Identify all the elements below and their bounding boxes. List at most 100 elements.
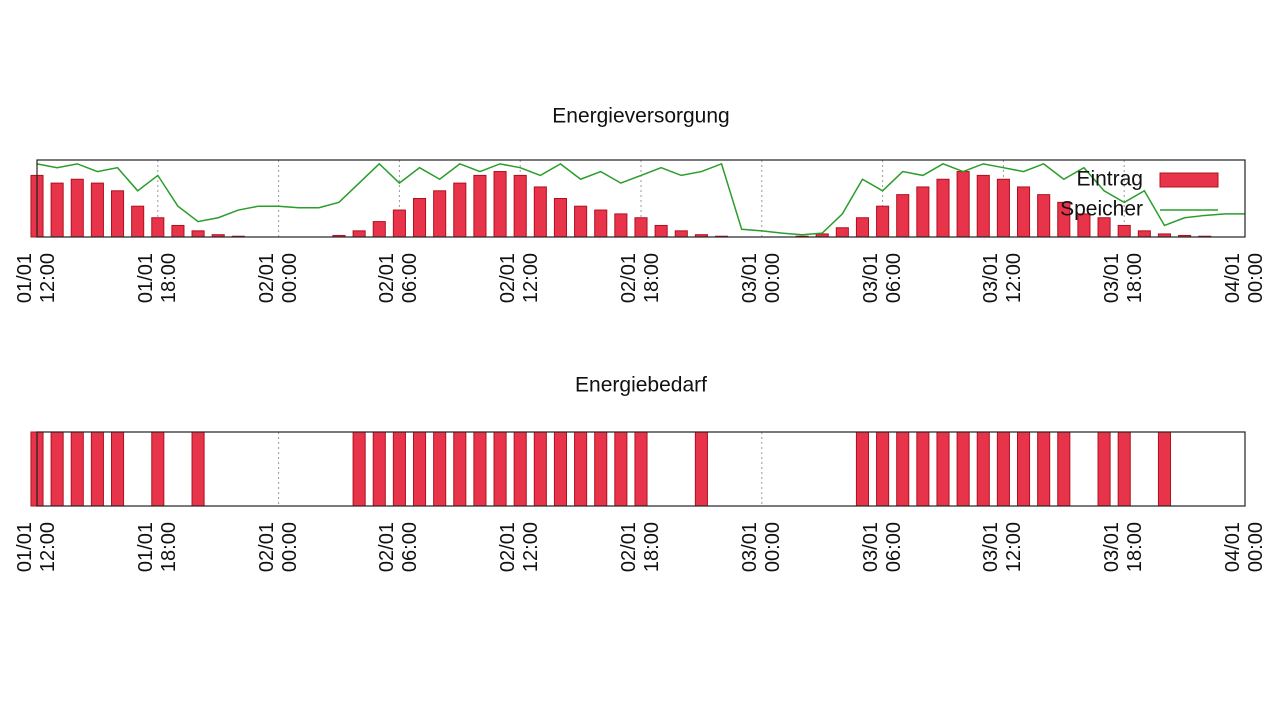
bar: [433, 190, 447, 238]
x-tick-label: 02/01 12:00: [497, 522, 543, 573]
x-tick-label: 03/01 00:00: [738, 253, 784, 304]
bar: [1016, 186, 1031, 238]
bar: [996, 178, 1010, 238]
x-tick-label: 03/01 00:00: [738, 522, 784, 573]
bar: [614, 213, 628, 238]
bar: [855, 431, 870, 507]
bar: [70, 431, 84, 507]
bar: [372, 221, 386, 238]
bar: [1137, 230, 1151, 238]
bar: [553, 198, 568, 238]
bar: [1097, 431, 1111, 507]
x-tick-label: 04/01 00:00: [1222, 253, 1267, 304]
bar: [473, 174, 487, 238]
x-tick-label: 02/01 00:00: [255, 253, 301, 304]
bar: [372, 431, 386, 507]
x-tick-label: 02/01 12:00: [497, 253, 543, 304]
x-tick-label: 02/01 06:00: [376, 522, 422, 573]
x-tick-label: 01/01 12:00: [14, 253, 59, 304]
bar: [131, 205, 145, 238]
plot-border: [36, 159, 1246, 238]
bar: [956, 431, 970, 507]
bar: [352, 230, 366, 238]
bar: [493, 431, 507, 507]
bar: [191, 230, 205, 238]
x-tick-label: 03/01 18:00: [1101, 253, 1147, 304]
bar: [916, 186, 930, 238]
bar: [594, 431, 608, 507]
bar: [634, 431, 648, 507]
x-tick-label: 03/01 18:00: [1101, 522, 1147, 573]
x-tick-label: 03/01 12:00: [980, 522, 1026, 573]
bar: [50, 431, 64, 507]
bar: [453, 182, 467, 238]
bar: [50, 182, 64, 238]
bar: [876, 205, 890, 238]
x-tick-label: 02/01 18:00: [618, 522, 663, 573]
bar: [392, 431, 406, 507]
bar: [916, 431, 930, 507]
bar: [996, 431, 1010, 507]
bar: [473, 431, 487, 507]
bar: [1117, 431, 1131, 507]
chart-title: Energiebedarf: [575, 374, 707, 397]
bar: [171, 224, 185, 238]
legend-label: Eintrag: [1076, 168, 1143, 191]
bar: [412, 431, 427, 507]
bar: [876, 431, 890, 507]
bar: [574, 431, 588, 507]
bar: [513, 174, 527, 238]
bar: [574, 205, 588, 238]
x-tick-label: 03/01 06:00: [859, 522, 905, 573]
x-tick-label: 03/01 12:00: [980, 253, 1026, 304]
x-tick-label: 02/01 06:00: [376, 253, 422, 304]
bar: [493, 171, 507, 238]
legend-swatch: [1159, 172, 1219, 188]
bar: [533, 186, 547, 238]
bar: [90, 182, 104, 238]
bar: [1037, 194, 1051, 238]
bar: [1016, 431, 1031, 507]
bar: [936, 178, 950, 238]
legend-label: Speicher: [1060, 198, 1143, 221]
bar: [896, 431, 910, 507]
bar: [835, 227, 849, 238]
line: [36, 162, 1245, 236]
bar: [1037, 431, 1051, 507]
bar: [70, 178, 84, 238]
bar: [1057, 431, 1071, 507]
x-tick-label: 02/01 18:00: [618, 253, 663, 304]
bar: [654, 224, 668, 238]
bar: [1117, 224, 1131, 238]
bar: [674, 230, 688, 238]
bar: [352, 431, 366, 507]
bar: [594, 209, 608, 238]
bar: [553, 431, 568, 507]
bar: [151, 431, 165, 507]
plot-border: [36, 431, 1246, 507]
x-tick-label: 03/01 06:00: [859, 253, 905, 304]
bar: [110, 431, 125, 507]
bar: [976, 431, 990, 507]
bar: [855, 217, 870, 238]
bar: [614, 431, 628, 507]
x-tick-label: 01/01 18:00: [134, 522, 180, 573]
bar: [1097, 217, 1111, 238]
bar: [453, 431, 467, 507]
bar: [110, 190, 125, 238]
bar: [191, 431, 205, 507]
bar: [956, 171, 970, 238]
bar: [151, 217, 165, 238]
bar: [1157, 431, 1172, 507]
x-tick-label: 04/01 00:00: [1222, 522, 1267, 573]
bar: [896, 194, 910, 238]
bar: [90, 431, 104, 507]
x-tick-label: 01/01 12:00: [14, 522, 59, 573]
x-tick-label: 01/01 18:00: [134, 253, 180, 304]
bar: [433, 431, 447, 507]
chart-title: Energieversorgung: [552, 105, 729, 128]
bar: [392, 209, 406, 238]
bar: [533, 431, 547, 507]
